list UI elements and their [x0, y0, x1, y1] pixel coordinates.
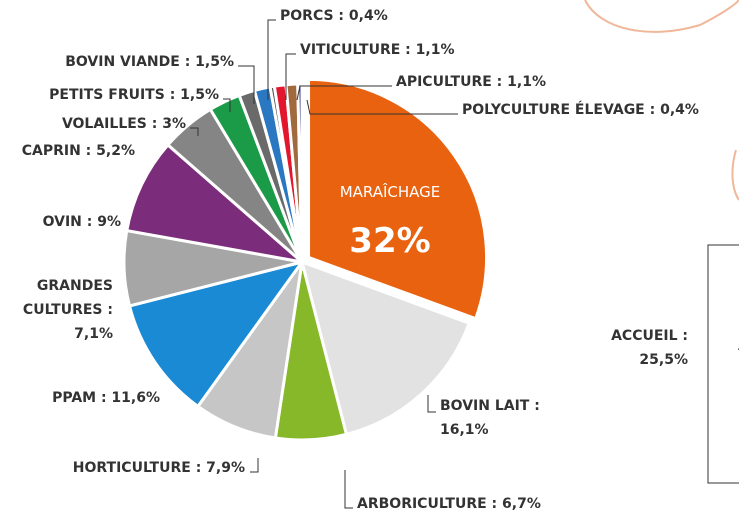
- slice-label: PORCS : 0,4%: [280, 8, 388, 24]
- leader-line: [428, 395, 436, 412]
- side-label: ACCUEIL :25,5%: [611, 328, 688, 368]
- slice-label: VITICULTURE : 1,1%: [300, 42, 455, 58]
- slice-label: BOVIN LAIT :16,1%: [440, 398, 540, 438]
- slice-label: VOLAILLES : 3%: [62, 116, 186, 132]
- decoration: [732, 150, 739, 200]
- chart: A ACCUEIL :25,5% MARAÎCHAGEBOVIN LAIT :1…: [0, 0, 739, 517]
- slice-label: ARBORICULTURE : 6,7%: [357, 496, 541, 512]
- slice-label: BOVIN VIANDE : 1,5%: [65, 54, 234, 70]
- side-label-text: ACCUEIL :25,5%: [611, 328, 688, 368]
- slice-label: HORTICULTURE : 7,9%: [73, 460, 245, 476]
- pie: MARAÎCHAGE BOVIN LAIT :16,1% ARBORICULTURE…: [22, 8, 699, 512]
- slice-label: PETITS FRUITS : 1,5%: [49, 87, 219, 103]
- slice-label-inside: MARAÎCHAGE: [340, 182, 441, 201]
- decoration: [585, 0, 739, 32]
- slice-label: POLYCULTURE ÉLEVAGE : 0,4%: [462, 101, 699, 118]
- side-box: [708, 245, 739, 483]
- slice-label: OVIN : 9%: [43, 214, 121, 230]
- leader-line: [250, 458, 258, 472]
- slice-value-label: 32%: [349, 221, 430, 261]
- slice-label: CAPRIN : 5,2%: [22, 143, 135, 159]
- slice-label: APICULTURE : 1,1%: [396, 74, 546, 90]
- leader-line: [345, 470, 353, 508]
- slice-label: PPAM : 11,6%: [52, 390, 160, 406]
